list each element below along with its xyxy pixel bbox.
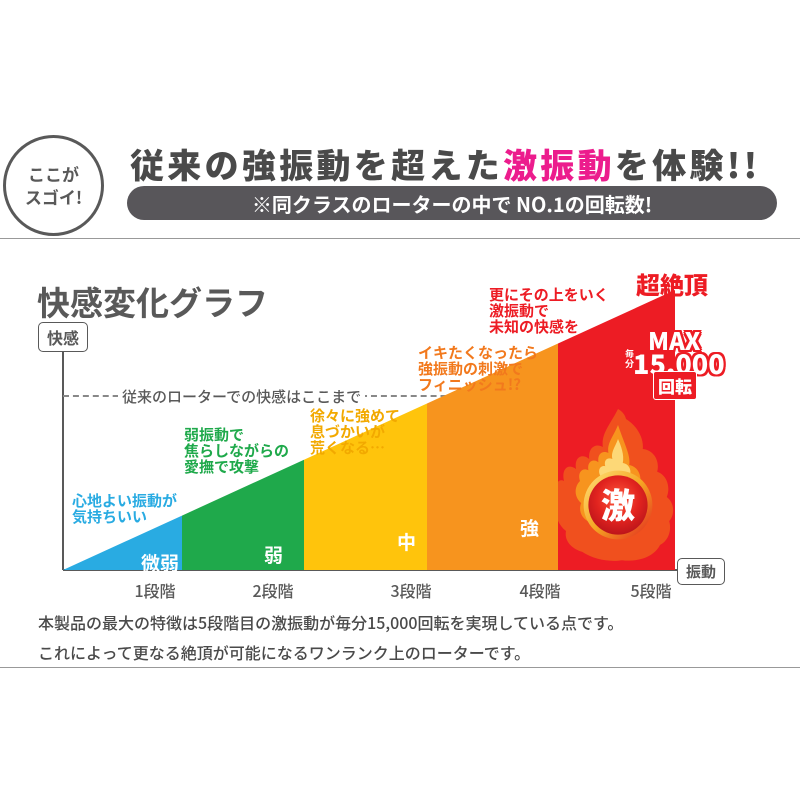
svg-text:激: 激: [601, 478, 636, 528]
